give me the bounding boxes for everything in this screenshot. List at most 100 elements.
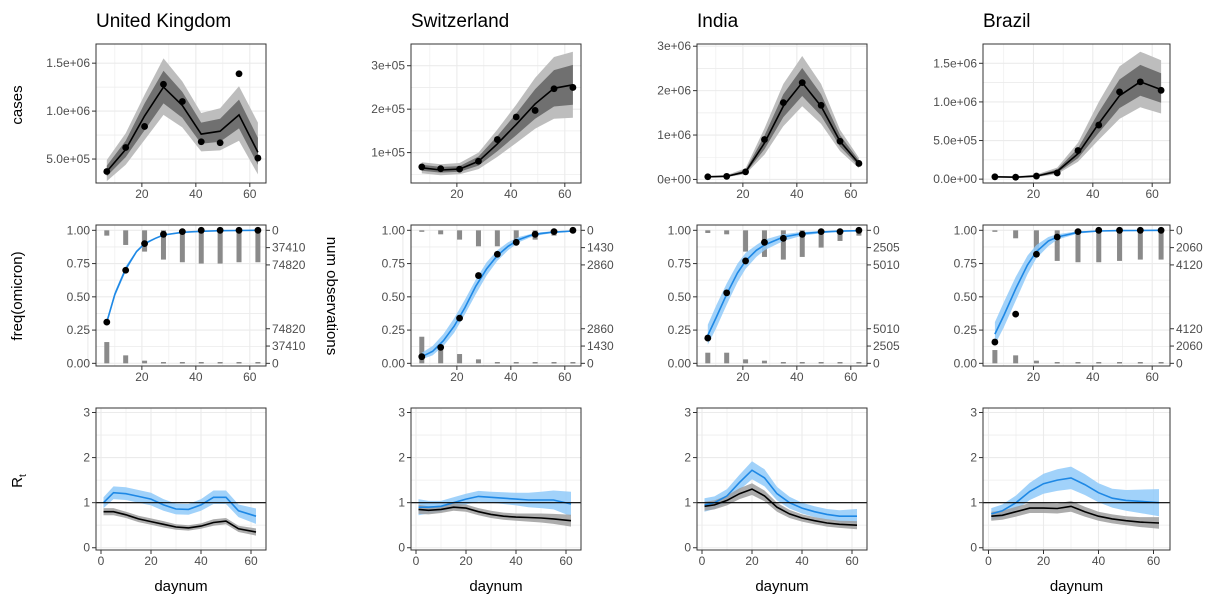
india-y2-tick-label: 0 (873, 356, 880, 370)
switzerland-x-axis-title: daynum (469, 578, 522, 595)
switzerland-obs-bar-other (551, 362, 557, 364)
india-cases-y-tick-label: 3e+06 (657, 39, 691, 53)
india-cases-point (704, 173, 712, 181)
brazil-rt-blue-band (991, 466, 1159, 520)
united-kingdom-rt-panel-border (95, 407, 267, 551)
india-obs-bar-other (856, 362, 862, 364)
brazil-cases-panel: 0.0e+00 5.0e+05 1.0e+06 1.5e+06 20 40 60 (933, 43, 1171, 201)
switzerland-freq-point (475, 272, 482, 279)
india-freq-x-tick-label: 60 (844, 370, 858, 384)
united-kingdom-cases-y-tick-label: 5.0e+05 (46, 152, 90, 166)
switzerland-freq-point (569, 226, 577, 234)
india-cases-y-tick-label: 2e+06 (657, 84, 691, 98)
switzerland-obs-bar-omicron (457, 230, 463, 240)
switzerland-y2-tick-label: 2860 (587, 258, 614, 272)
switzerland-cases-y-tick-label: 1e+05 (371, 146, 405, 160)
united-kingdom-obs-bar-omicron (255, 230, 261, 263)
switzerland-freq-panel: 0 1430 2860 2860 1430 0 0.00 0.25 0.50 0.75 1.00 20… (382, 223, 614, 384)
brazil-obs-bar-omicron (1075, 230, 1081, 263)
united-kingdom-obs-bar-other (142, 360, 148, 364)
india-freq-y-tick-label: 1.00 (668, 223, 692, 237)
united-kingdom-x-axis-title: daynum (154, 578, 207, 595)
united-kingdom-rt-y-tick-label: 1 (83, 496, 90, 510)
switzerland-obs-bar-other (570, 362, 576, 364)
united-kingdom-rt-y-tick-label: 3 (83, 406, 90, 420)
switzerland-y2-tick-label: 0 (587, 223, 594, 237)
switzerland-freq-point (512, 238, 520, 246)
india-obs-bar-other (780, 362, 786, 364)
india-rt-black-band (704, 483, 857, 530)
brazil-obs-bar-omicron (1033, 230, 1039, 253)
brazil-x-axis-title: daynum (1050, 578, 1103, 595)
brazil-cases-point (1012, 173, 1020, 181)
brazil-cases-x-tick-label: 20 (1027, 187, 1041, 201)
united-kingdom-obs-bar-other (160, 362, 166, 364)
brazil-freq-y-tick-label: 0.00 (954, 356, 978, 370)
switzerland-rt-blue-band (418, 490, 571, 517)
brazil-freq-point (1074, 228, 1082, 236)
united-kingdom-freq-y-tick-label: 0.75 (67, 257, 91, 271)
united-kingdom-freq-point (254, 226, 262, 234)
brazil-freq-point (1157, 226, 1165, 234)
india-obs-bar-other (761, 360, 767, 364)
switzerland-obs-bar-other (532, 362, 538, 364)
brazil-cases-y-tick-label: 5.0e+05 (933, 134, 977, 148)
brazil-obs-bar-other (1096, 362, 1102, 364)
india-rt-y-tick-label: 1 (684, 496, 691, 510)
united-kingdom-freq-y-tick-label: 0.00 (67, 356, 91, 370)
united-kingdom-cases-point (235, 70, 243, 78)
switzerland-cases-point (418, 163, 426, 171)
switzerland-cases-y-tick-label: 3e+05 (371, 59, 405, 73)
united-kingdom-freq-point (141, 240, 148, 248)
switzerland-rt-x-tick-label: 40 (509, 554, 523, 568)
united-kingdom-freq-point (122, 266, 130, 274)
united-kingdom-y2-tick-label: 0 (272, 356, 279, 370)
united-kingdom-freq-y-tick-label: 0.50 (67, 290, 91, 304)
switzerland-freq-y-tick-label: 0.00 (382, 356, 406, 370)
india-rt-x-tick-label: 60 (845, 554, 859, 568)
united-kingdom-rt-black-line (103, 510, 257, 533)
switzerland-y2-tick-label: 1430 (587, 339, 614, 353)
india-cases-point (855, 160, 863, 167)
switzerland-freq-y-tick-label: 1.00 (382, 223, 406, 237)
switzerland-obs-bar-other (475, 359, 481, 364)
switzerland-freq-point (550, 228, 558, 236)
switzerland-cases-band-inner (421, 64, 573, 173)
switzerland-cases-band-outer (421, 51, 573, 176)
india-obs-bar-other (818, 362, 824, 364)
india-freq-panel: 0 2505 5010 5010 2505 0 0.00 0.25 0.50 0.75 1.00 20… (668, 223, 900, 384)
switzerland-cases-point (512, 113, 520, 121)
brazil-rt-x-tick-label: 0 (985, 554, 992, 568)
brazil-freq-point (1053, 233, 1061, 241)
india-y2-tick-label: 2505 (873, 241, 900, 255)
brazil-obs-bar-other (1137, 362, 1143, 364)
brazil-obs-bar-omicron (1096, 230, 1102, 263)
switzerland-cases-panel-border (410, 43, 582, 184)
india-rt-panel-border (696, 407, 868, 551)
freq-row-label: freq(omicron) (9, 251, 26, 340)
united-kingdom-freq-point (160, 230, 167, 238)
brazil-cases-y-tick-label: 1.5e+06 (933, 56, 977, 70)
brazil-rt-black-line (991, 505, 1160, 524)
switzerland-freq-point (418, 353, 426, 361)
brazil-rt-y-tick-label: 1 (970, 496, 977, 510)
india-cases-point (798, 79, 806, 87)
switzerland-y2-tick-label: 1430 (587, 241, 614, 255)
united-kingdom-cases-point (122, 144, 130, 151)
switzerland-freq-x-tick-label: 20 (450, 370, 464, 384)
united-kingdom-cases-point (141, 123, 148, 130)
brazil-cases-point (1157, 86, 1165, 94)
brazil-obs-bar-omicron (1117, 230, 1123, 261)
india-rt-y-tick-label: 2 (684, 451, 691, 465)
united-kingdom-rt-blue-band (103, 486, 256, 524)
india-freq-x-tick-label: 40 (790, 370, 804, 384)
switzerland-cases-point (437, 165, 445, 173)
switzerland-rt-x-tick-label: 20 (459, 554, 473, 568)
brazil-rt-y-tick-label: 0 (970, 541, 977, 555)
united-kingdom-rt-x-tick-label: 20 (144, 554, 158, 568)
switzerland-obs-bar-omicron (438, 230, 444, 235)
india-freq-point (798, 230, 806, 238)
switzerland-obs-bar-other (513, 362, 519, 364)
switzerland-freq-x-tick-label: 40 (504, 370, 518, 384)
